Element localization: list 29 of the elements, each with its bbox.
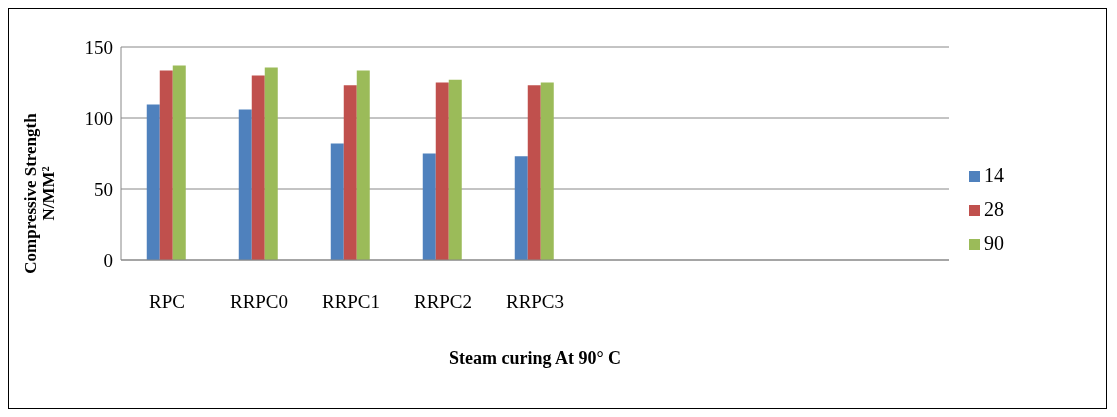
y-tick-label: 150 — [84, 36, 113, 58]
legend-label: 14 — [984, 163, 1004, 186]
bar — [343, 85, 357, 260]
bar — [251, 75, 265, 260]
y-tick-label: 100 — [84, 107, 113, 129]
y-axis-title: Compressive Strength N/MM² — [21, 112, 58, 274]
legend-label: 90 — [984, 231, 1004, 254]
x-tick-label: RRPC0 — [229, 291, 289, 312]
y-tick-label: 50 — [94, 178, 113, 200]
bar — [448, 79, 462, 260]
x-tick-label: RPC — [149, 291, 185, 312]
bar — [264, 67, 278, 260]
bar — [356, 70, 370, 260]
x-tick-label: RRPC1 — [321, 291, 381, 312]
bar — [330, 143, 344, 260]
bar — [159, 70, 173, 260]
bar — [527, 85, 541, 260]
x-axis-title: Steam curing At 90° C — [448, 348, 622, 368]
bar — [422, 153, 436, 260]
bar — [514, 156, 528, 260]
legend-label: 28 — [984, 197, 1004, 220]
x-tick-label: RRPC2 — [413, 291, 473, 312]
bar — [435, 82, 449, 260]
bar — [172, 65, 186, 260]
x-tick-label: RRPC3 — [505, 291, 565, 312]
y-tick-label: 0 — [103, 249, 113, 271]
bar — [238, 109, 252, 260]
bar — [146, 104, 160, 260]
bar — [540, 82, 554, 260]
